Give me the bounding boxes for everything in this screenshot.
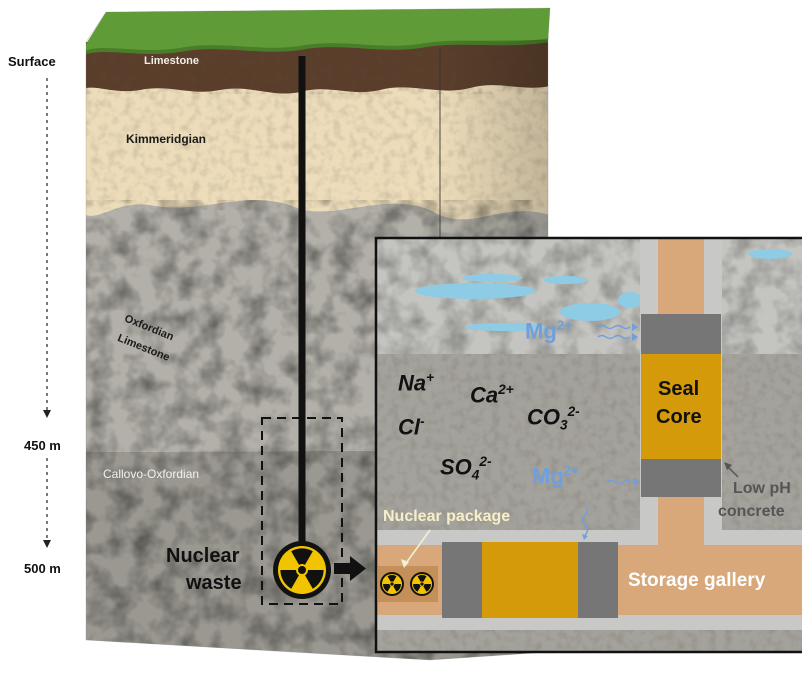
ion-mg-lower-charge: 2+ [563,463,580,478]
ion-ca: Ca2+ [470,382,514,408]
ion-mg-lower: Mg2+ [532,463,579,489]
lower-concrete-plug [641,459,721,497]
mg-migration-arrows [581,324,632,536]
ion-co3-charge: 2- [567,404,580,419]
depth-label-500m: 500 m [24,561,61,576]
ion-so4-sub: 4 [471,467,480,483]
nuclear-package-container [378,566,438,602]
layer-label-limestone: Limestone [144,55,200,67]
nuclear-waste-symbol [273,541,331,599]
nuclear-package-label: Nuclear package [383,508,511,525]
ion-na-base: Na [398,370,427,396]
grass-surface [86,8,550,52]
ion-ca-charge: 2+ [498,382,514,397]
ion-so4-charge: 2- [479,454,492,469]
depth-axis [43,78,51,548]
seal-label-1: Seal [658,378,700,400]
seal-label-2: Core [656,406,702,428]
gallery-plug-left [442,542,482,618]
nuclear-waste-label-1: Nuclear [166,545,240,567]
storage-gallery-label: Storage gallery [628,570,766,591]
ion-mg-upper-base: Mg [525,318,557,344]
depth-label-450m: 450 m [24,438,61,453]
ion-co3-base: CO [527,404,560,430]
ion-co3: CO32- [527,404,580,433]
nuclear-package-1 [380,572,404,596]
inset-frame [374,236,802,654]
ion-cl-charge: - [420,414,425,429]
ion-na-charge: + [426,370,435,385]
ion-so4-base: SO [440,454,472,480]
zoom-selection-box [261,417,343,605]
ion-mg-upper-charge: 2+ [556,318,573,333]
ion-cl: Cl- [398,414,425,440]
gallery-plug-right [578,542,618,618]
seal-core [641,354,721,459]
storage-inset [376,238,802,652]
zoom-arrow [334,556,366,581]
nuclear-waste-label-2: waste [186,572,242,594]
ion-so4: SO42- [440,454,492,483]
geological-block [86,8,550,660]
upper-concrete-plug [641,314,721,354]
nuclear-package-2 [410,572,434,596]
ion-cl-base: Cl [398,414,420,440]
nuclear-package-pointer [403,529,431,567]
gallery-seal-core [482,542,578,618]
ion-co3-sub: 3 [560,417,568,433]
ion-mg-upper: Mg2+ [525,318,572,344]
water-lenses [415,249,792,331]
depth-label-surface: Surface [8,54,56,69]
ion-na: Na+ [398,370,434,396]
low-ph-label-1: Low pH [733,480,791,497]
ion-mg-lower-base: Mg [532,463,564,489]
layer-label-callovo-oxfordian: Callovo-Oxfordian [103,467,200,481]
low-ph-label-2: concrete [718,503,785,520]
ion-ca-base: Ca [470,382,499,408]
layer-label-kimmeridgian: Kimmeridgian [126,132,207,146]
